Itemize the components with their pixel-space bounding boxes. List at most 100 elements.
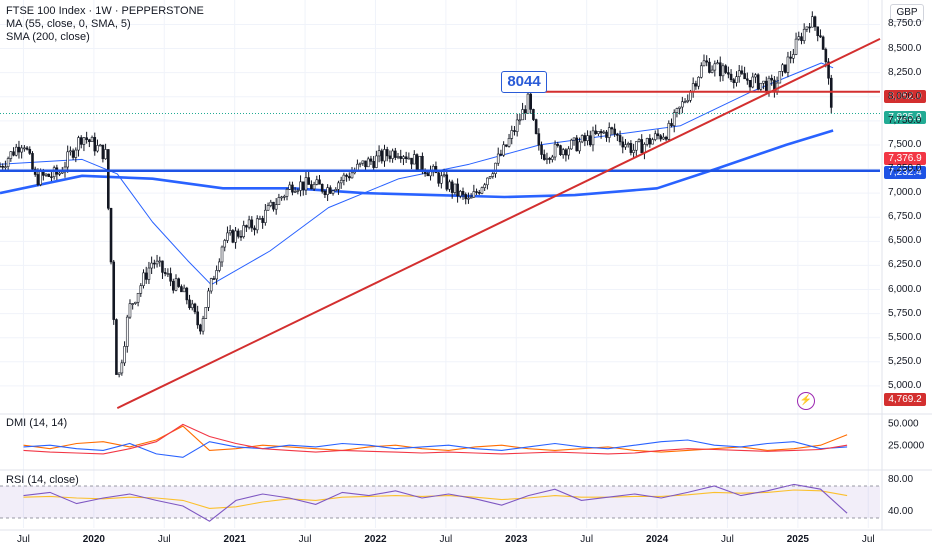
flash-icon[interactable]: ⚡: [797, 392, 815, 410]
candle-body: [494, 162, 497, 174]
price-annotation[interactable]: 8044: [501, 71, 547, 93]
candle-body: [662, 136, 665, 140]
candle-body: [339, 179, 343, 184]
time-tick-label: 2022: [364, 534, 387, 545]
candle-body: [9, 151, 13, 159]
dmi-legend: DMI (14, 14): [6, 417, 68, 429]
time-tick-label: Jul: [721, 534, 734, 545]
price-tick-label: 5,250.0: [888, 355, 922, 367]
candle-body: [545, 157, 549, 160]
candle-body: [816, 26, 820, 37]
candle-body: [337, 182, 340, 190]
candle-body: [247, 219, 251, 228]
candle-body: [0, 165, 2, 168]
candle-body: [410, 157, 413, 165]
candle-body: [626, 143, 630, 145]
dmi-tick-label: 50.000: [888, 419, 919, 430]
candle-body: [296, 190, 300, 192]
candle-body: [350, 172, 354, 179]
candle-body: [329, 187, 332, 194]
trendline-path: [116, 37, 881, 410]
candle-body: [388, 155, 392, 159]
candle-body: [23, 147, 26, 150]
rsi-band: [0, 486, 880, 518]
candle-body: [464, 194, 468, 200]
candle-body: [551, 156, 554, 160]
candle-body: [291, 184, 294, 193]
currency-button[interactable]: GBP: [890, 4, 924, 22]
candle-body: [746, 78, 749, 81]
candle-body: [591, 130, 595, 146]
candle-body: [266, 205, 270, 211]
resistance-price-tag: 8,052.0: [884, 90, 926, 103]
price-tick-label: 7,500.0: [888, 138, 922, 150]
candle-body: [472, 191, 476, 198]
candle-body: [716, 62, 719, 65]
time-tick-label: 2025: [786, 534, 809, 545]
candle-body: [499, 153, 503, 156]
price-candles: [0, 11, 833, 378]
candle-body: [491, 173, 495, 177]
ma55-legend: MA (55, close, 0, SMA, 5): [6, 18, 131, 30]
price-tick-label: 5,500.0: [888, 331, 922, 343]
candle-body: [559, 145, 562, 155]
candle-body: [553, 143, 557, 158]
candle-body: [93, 137, 97, 152]
ma-55-path: [0, 62, 834, 286]
candle-body: [727, 72, 730, 75]
candle-body: [272, 201, 275, 210]
candle-body: [561, 149, 565, 155]
candle-body: [201, 318, 205, 332]
candle-body: [42, 171, 45, 176]
candle-body: [28, 149, 32, 154]
candle-body: [572, 137, 576, 141]
candle-body: [293, 191, 297, 193]
dmi-minus-line: [23, 425, 848, 453]
candle-body: [510, 130, 514, 139]
candle-body: [36, 174, 40, 185]
candle-body: [85, 137, 88, 140]
candle-body: [453, 183, 457, 193]
candle-body: [691, 83, 695, 92]
candle-body: [456, 183, 459, 197]
price-tick-label: 8,750.0: [888, 18, 922, 30]
candle-body: [483, 184, 486, 189]
candle-body: [288, 184, 292, 190]
candle-body: [588, 135, 592, 146]
candle-body: [418, 155, 421, 170]
candle-body: [47, 173, 51, 177]
price-tick-label: 5,000.0: [888, 379, 922, 391]
candle-body: [653, 133, 657, 140]
price-tick-label: 6,750.0: [888, 211, 922, 223]
support-price-tag: 7,232.4: [884, 166, 926, 179]
candle-body: [415, 154, 419, 170]
candle-body: [52, 167, 56, 177]
candle-body: [442, 174, 446, 177]
candle-body: [117, 372, 121, 375]
time-tick-label: 2021: [223, 534, 246, 545]
candle-body: [334, 189, 338, 192]
candle-body: [421, 155, 424, 171]
candle-body: [521, 109, 524, 121]
candle-body: [532, 109, 535, 120]
candle-body: [740, 70, 744, 74]
candle-body: [364, 160, 367, 168]
candle-body: [239, 236, 243, 238]
candle-body: [580, 135, 584, 143]
candle-body: [570, 139, 573, 150]
candle-body: [215, 270, 218, 280]
candle-body: [375, 155, 378, 168]
candle-body: [125, 316, 129, 347]
candle-body: [667, 123, 671, 140]
candle-body: [448, 181, 451, 190]
candle-body: [675, 108, 679, 113]
candle-body: [607, 127, 611, 138]
time-tick-label: Jul: [298, 534, 312, 545]
candle-body: [1, 165, 5, 168]
candle-body: [618, 135, 622, 143]
candle-body: [697, 76, 700, 87]
candle-body: [496, 153, 500, 164]
price-tick-label: 6,000.0: [888, 283, 922, 295]
candle-body: [702, 60, 706, 67]
